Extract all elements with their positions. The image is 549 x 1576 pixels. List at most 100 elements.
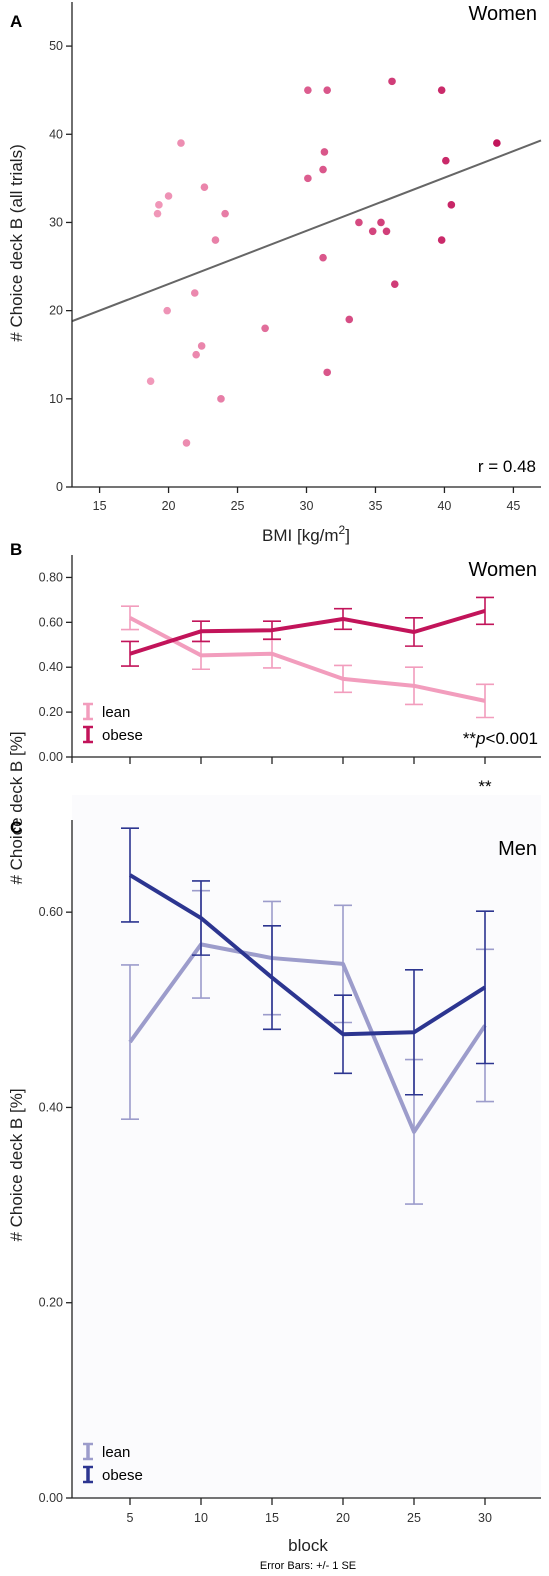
series-obese-line [128, 873, 487, 1037]
panel-a-letter: A [10, 12, 22, 31]
data-point [217, 395, 225, 403]
panel-a-x-tick-label: 30 [300, 499, 314, 513]
panel-c-x-ticks: 5 10 15 20 25 30 [127, 1498, 492, 1525]
panel-c-plot-background [72, 795, 541, 1498]
legend-label-lean: lean [102, 1444, 130, 1461]
panel-a-y-tick-label: 30 [49, 215, 63, 229]
panel-b-letter: B [10, 540, 22, 559]
data-point [200, 183, 209, 191]
series-lean-error-bar [121, 964, 139, 1120]
data-point [323, 86, 331, 94]
panel-a-y-axis-label: # Choice deck B (all trials) [7, 144, 26, 341]
data-point [153, 209, 162, 218]
panel-c-y-axis-label: # Choice deck B [%] [7, 1088, 26, 1241]
data-point [345, 315, 354, 324]
data-point [261, 324, 269, 333]
data-point [192, 350, 200, 359]
panel-c-x-tick-label: 5 [127, 1511, 134, 1525]
legend-item-obese: obese [83, 725, 143, 744]
panel-a-x-ticks: 15 20 25 30 35 40 45 [93, 487, 520, 513]
panel-c-y-tick-label: 0.60 [39, 905, 63, 919]
panel-b-p-threshold: <0.001 [486, 729, 538, 748]
series-obese-error-bar [121, 640, 139, 667]
data-point [221, 209, 229, 218]
panel-b-y-tick-label: 0.40 [39, 660, 63, 674]
panel-c-letter: C [10, 818, 22, 837]
series-obese-error-bar [263, 925, 281, 1031]
panel-a-correlation: r = 0.48 [478, 457, 536, 476]
panel-a-x-tick-label: 20 [162, 499, 176, 513]
series-lean-error-bar [405, 666, 423, 706]
panel-a-x-tick-label: 45 [506, 499, 520, 513]
data-point [155, 201, 163, 209]
series-obese-error-bar [405, 617, 423, 647]
panel-a: A Women # Choice deck B (all trials) 0 10… [7, 2, 542, 545]
panel-b-p-letter: p [475, 729, 485, 748]
panel-c-x-tick-label: 30 [478, 1511, 492, 1525]
series-obese-error-bar [192, 620, 210, 643]
panel-b-y-tick-label: 0.80 [39, 570, 63, 584]
data-point [146, 377, 155, 385]
data-point [320, 148, 329, 156]
data-point [447, 201, 456, 209]
data-point [323, 368, 331, 377]
panel-b-title: Women [468, 559, 537, 581]
panel-b-significance-marker: ** [478, 777, 492, 796]
panel-c-x-tick-label: 25 [407, 1511, 421, 1525]
panel-a-x-tick-label: 40 [437, 499, 451, 513]
panel-b-p-stars: ** [463, 729, 477, 748]
panel-a-y-ticks: 0 10 20 30 40 50 [49, 39, 72, 494]
panel-b-x-ticks [129, 757, 486, 764]
data-point [164, 192, 173, 200]
panel-c: C Men # Choice deck B [%] 0.000.200.400.… [7, 795, 541, 1572]
data-point [163, 306, 171, 315]
series-lean-line [129, 616, 486, 703]
panel-a-y-tick-label: 10 [49, 392, 63, 406]
panel-b-y-tick-label: 0.60 [39, 615, 63, 629]
data-point [437, 236, 446, 244]
panel-c-error-bar-note: Error Bars: +/- 1 SE [260, 1560, 356, 1572]
legend-item-lean: lean [83, 1442, 130, 1461]
data-point [377, 218, 385, 227]
legend-label-obese: obese [102, 1467, 143, 1484]
panel-b-series [121, 596, 494, 719]
data-point [319, 253, 327, 262]
panel-c-legend: lean obese [83, 1442, 143, 1484]
data-point [197, 342, 206, 350]
series-obese-error-bar [405, 968, 423, 1096]
series-lean-error-bar [121, 605, 139, 631]
panel-a-x-tick-label: 35 [369, 499, 383, 513]
panel-a-y-tick-label: 50 [49, 39, 63, 53]
series-lean-error-bar [476, 683, 494, 719]
legend-item-obese: obese [83, 1465, 143, 1484]
legend-label-obese: obese [102, 727, 143, 744]
series-obese-error-bar [121, 827, 139, 923]
series-obese-error-bar [192, 880, 210, 956]
data-point [355, 218, 363, 227]
series-obese-error-bar [476, 910, 494, 1065]
panel-b-y-ticks: 0.00 0.20 0.40 0.60 0.80 [39, 570, 72, 764]
series-obese-error-bar [334, 994, 352, 1075]
panel-c-title: Men [498, 838, 537, 860]
panel-a-x-axis-label: BMI [kg/m2] [262, 523, 350, 545]
panel-b-y-tick-label: 0.00 [39, 750, 63, 764]
panel-a-x-tick-label: 25 [231, 499, 245, 513]
data-point [437, 86, 446, 94]
series-obese [121, 596, 494, 667]
panel-b-y-axis-label: # Choice deck B [%] [7, 731, 26, 884]
series-obese [121, 827, 494, 1096]
series-lean-error-bar [334, 664, 352, 694]
legend-item-lean: lean [83, 702, 130, 721]
data-point [319, 165, 327, 174]
data-point [382, 227, 391, 236]
panel-c-x-axis-label: block [288, 1536, 328, 1555]
panel-b-legend: lean obese [83, 702, 143, 744]
data-point [442, 156, 450, 165]
data-point [493, 139, 501, 147]
panel-a-y-tick-label: 40 [49, 127, 63, 141]
panel-c-y-tick-label: 0.20 [39, 1296, 63, 1310]
panel-a-x-tick-label: 15 [93, 499, 107, 513]
data-point [368, 227, 377, 236]
data-point [304, 86, 312, 94]
data-point [177, 139, 185, 147]
